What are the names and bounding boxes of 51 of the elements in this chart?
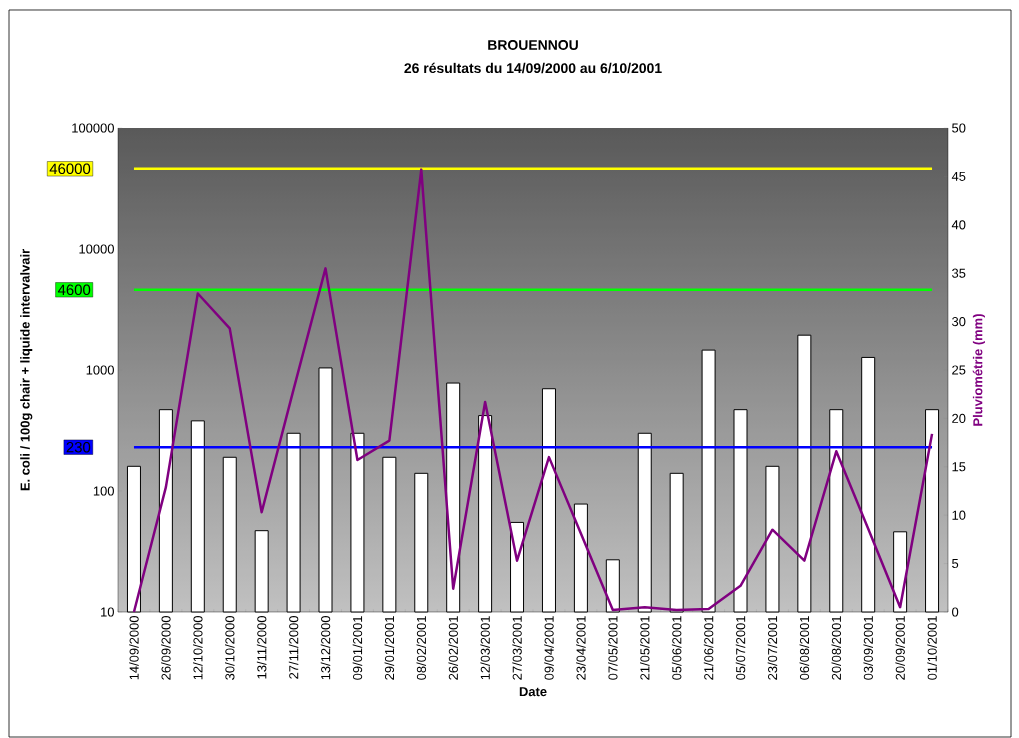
- x-tick-label: 13/11/2000: [256, 616, 267, 679]
- y2-tick-label: 25: [952, 365, 966, 375]
- x-tick-label: 07/05/2001: [608, 616, 618, 680]
- x-tick-label: 12/10/2000: [193, 616, 203, 680]
- x-tick-label: 09/01/2001: [352, 616, 363, 680]
- x-tick-label: 29/01/2001: [384, 616, 395, 680]
- x-axis-title: Date: [519, 687, 547, 697]
- x-tick-label: 30/10/2000: [224, 616, 235, 680]
- y2-tick-label: 40: [951, 220, 966, 230]
- y-tick-label: 100000: [72, 123, 114, 133]
- x-tick-label: 08/02/2001: [416, 616, 427, 680]
- y2-tick-label: 0: [952, 607, 959, 617]
- y2-tick-label: 50: [952, 123, 966, 133]
- y-tick-label: 10000: [79, 244, 114, 254]
- x-tick-label: 21/06/2001: [703, 616, 714, 680]
- y-tick-label: 10: [101, 607, 114, 617]
- x-tick-label: 20/09/2001: [895, 616, 905, 680]
- x-tick-label: 20/08/2001: [831, 616, 842, 680]
- y2-tick-label: 35: [952, 268, 966, 278]
- x-tick-label: 21/05/2001: [639, 616, 650, 680]
- x-tick-label: 26/02/2001: [448, 616, 458, 680]
- y-axis-title: E. coli / 100g chair + liquide intervalvair: [20, 249, 33, 491]
- y2-tick-label: 10: [952, 510, 966, 520]
- x-tick-label: 03/09/2001: [863, 616, 873, 680]
- y2-tick-label: 15: [952, 462, 966, 472]
- y-tick-label: 1000: [86, 365, 114, 375]
- x-tick-label: 12/03/2001: [480, 616, 490, 680]
- x-tick-label: 06/08/2001: [799, 616, 810, 680]
- x-tick-label: 05/07/2001: [735, 616, 746, 680]
- y2-tick-label: 20: [952, 413, 966, 423]
- x-tick-label: 26/09/2000: [161, 616, 171, 680]
- x-tick-label: 09/04/2001: [544, 616, 554, 680]
- y2-tick-label: 45: [951, 171, 966, 181]
- x-tick-label: 05/06/2001: [671, 616, 682, 680]
- x-tick-label: 13/12/2000: [320, 616, 331, 680]
- y2-tick-label: 5: [952, 559, 959, 569]
- ref-line-label: 46000: [49, 163, 91, 175]
- x-tick-label: 01/10/2001: [927, 616, 937, 680]
- chart-title: BROUENNOU: [488, 40, 578, 50]
- y2-tick-label: 30: [952, 317, 966, 327]
- chart-subtitle: 26 résultats du 14/09/2000 au 6/10/2001: [404, 62, 662, 74]
- x-tick-label: 23/07/2001: [767, 616, 778, 680]
- x-tick-label: 23/04/2001: [576, 616, 586, 680]
- line-series: [132, 168, 934, 614]
- x-tick-label: 14/09/2000: [129, 616, 139, 680]
- x-tick-label: 27/03/2001: [512, 616, 522, 680]
- ref-line-label: 4600: [57, 284, 91, 296]
- x-tick-label: 27/11/2000: [288, 616, 299, 679]
- ref-line-label: 230: [66, 441, 91, 453]
- y-tick-label: 100: [93, 486, 114, 496]
- y2-axis-title: Pluviométrie (mm): [972, 314, 985, 426]
